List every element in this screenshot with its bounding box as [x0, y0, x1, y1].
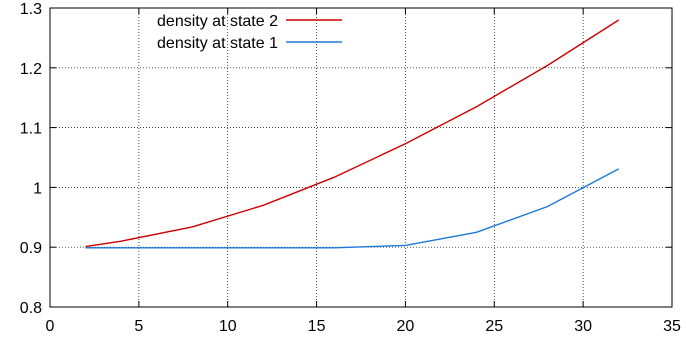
y-tick-label: 0.9 — [20, 240, 42, 257]
x-tick-label: 0 — [46, 318, 55, 335]
y-tick-label: 1 — [33, 180, 42, 197]
y-axis-tick-labels: 0.8 0.9 1 1.1 1.2 1.3 — [20, 1, 42, 317]
x-tick-label: 30 — [574, 318, 592, 335]
grid — [50, 8, 672, 307]
legend: density at state 2 density at state 1 — [157, 13, 342, 52]
legend-label-1: density at state 2 — [157, 13, 278, 30]
x-tick-label: 20 — [397, 318, 415, 335]
plot-frame — [49, 7, 673, 308]
y-tick-label: 1.1 — [20, 121, 42, 138]
series-line-1 — [85, 19, 620, 248]
x-tick-label: 10 — [219, 318, 237, 335]
x-tick-label: 25 — [485, 318, 503, 335]
x-axis-tick-labels: 0 5 10 15 20 25 30 35 — [46, 318, 681, 335]
y-tick-label: 1.3 — [20, 1, 42, 18]
legend-label-2: density at state 1 — [157, 35, 278, 52]
y-tick-label: 1.2 — [20, 61, 42, 78]
x-tick-label: 5 — [134, 318, 143, 335]
x-tick-label: 15 — [308, 318, 326, 335]
axis-ticks — [49, 7, 673, 308]
series-line-2 — [85, 168, 620, 249]
series-lines — [85, 19, 620, 249]
x-tick-label: 35 — [663, 318, 681, 335]
y-tick-label: 0.8 — [20, 300, 42, 317]
